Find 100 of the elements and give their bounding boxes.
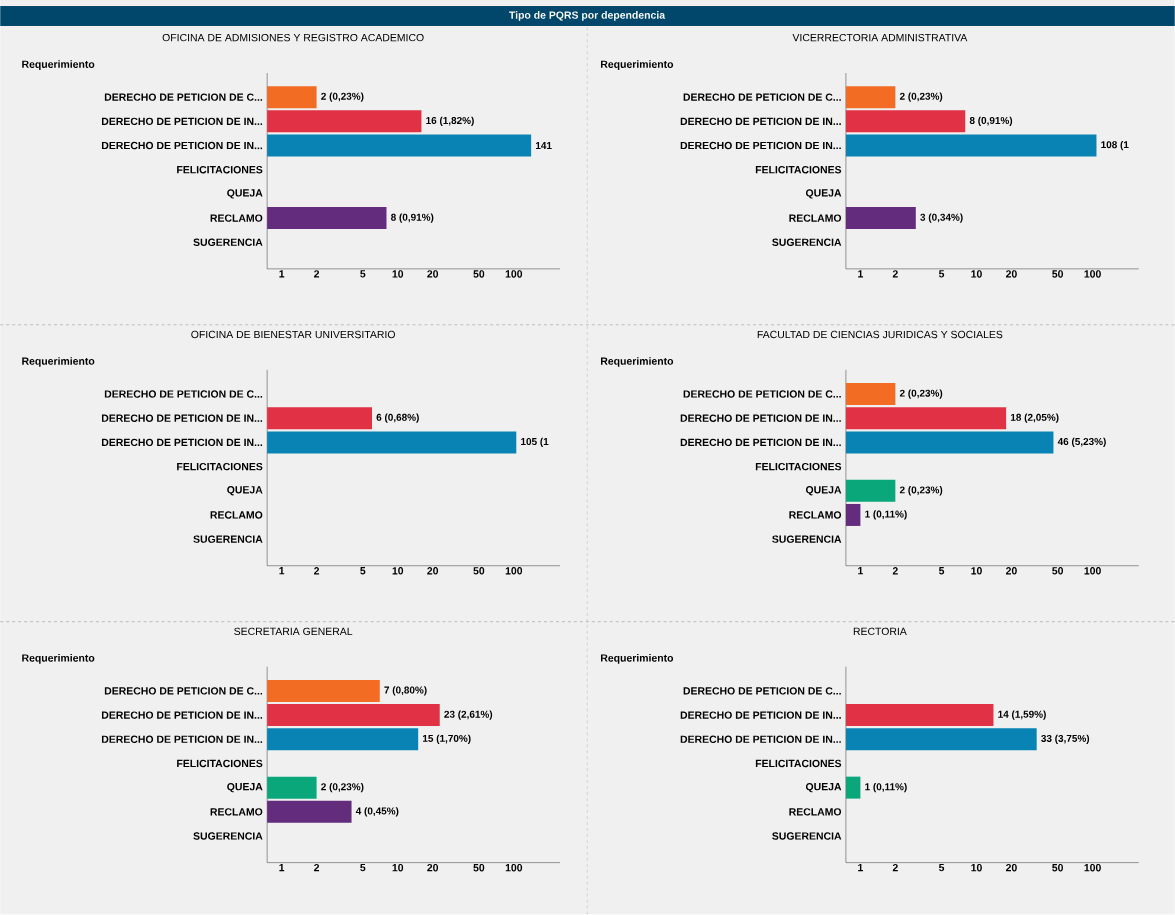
y-tick-label: QUEJA <box>227 783 263 793</box>
y-axis-title: Requerimiento <box>22 60 95 71</box>
data-label: 6 (0,68%) <box>376 413 419 423</box>
x-tick-label: 5 <box>360 270 366 278</box>
y-tick-label: DERECHO DE PETICION DE IN... <box>101 414 263 422</box>
x-tick-label: 20 <box>427 270 439 278</box>
data-label: 14 (1,59%) <box>998 710 1046 720</box>
y-tick-label: FELICITACIONES <box>755 759 842 768</box>
x-tick-label: 5 <box>938 270 945 278</box>
x-tick-label: 10 <box>971 567 982 575</box>
x-tick-label: 1 <box>858 864 864 872</box>
data-label: 8 (0,91%) <box>391 213 434 223</box>
x-tick-label: 50 <box>473 567 485 575</box>
x-tick-label: 5 <box>360 567 366 575</box>
data-label: 108 (1 <box>1101 140 1129 151</box>
x-tick-label: 2 <box>892 270 898 278</box>
y-tick-label: SUGERENCIA <box>772 238 842 247</box>
y-tick-label: DERECHO DE PETICION DE IN... <box>680 438 841 447</box>
data-label: 1 (0,11%) <box>865 510 907 520</box>
x-tick-label: 10 <box>392 864 404 872</box>
x-tick-label: 50 <box>473 864 485 872</box>
x-tick-label: 1 <box>858 270 864 278</box>
x-tick-label: 10 <box>971 864 982 872</box>
y-tick-label: DERECHO DE PETICION DE C... <box>683 390 841 398</box>
data-label: 105 (1 <box>521 437 549 448</box>
x-tick-label: 20 <box>1005 567 1017 575</box>
data-label: 18 (2,05%) <box>1010 413 1059 423</box>
chart-title: FACULTAD DE CIENCIAS JURIDICAS Y SOCIALES <box>757 330 1003 339</box>
y-tick-label: DERECHO DE PETICION DE IN... <box>680 414 841 422</box>
data-label: 33 (3,75%) <box>1041 734 1090 744</box>
chart-title: SECRETARIA GENERAL <box>234 627 353 636</box>
y-tick-label: QUEJA <box>227 486 263 496</box>
chart-title: RECTORIA <box>853 627 907 636</box>
y-tick-label: SUGERENCIA <box>772 535 842 543</box>
y-tick-label: SUGERENCIA <box>193 238 263 247</box>
data-label: 1 (0,11%) <box>865 783 907 793</box>
y-tick-label: SUGERENCIA <box>772 832 842 840</box>
data-label: 2 (0,23%) <box>899 486 943 496</box>
x-tick-label: 2 <box>314 567 320 575</box>
chart-title: VICERRECTORIA ADMINISTRATIVA <box>792 33 968 42</box>
x-tick-label: 1 <box>858 567 864 575</box>
data-label: 2 (0,23%) <box>899 92 943 102</box>
data-label: 3 (0,34%) <box>920 213 963 223</box>
x-tick-label: 50 <box>1052 270 1064 278</box>
x-tick-label: 100 <box>505 567 523 575</box>
x-tick-label: 50 <box>1052 864 1064 872</box>
y-axis-title: Requerimiento <box>22 357 95 367</box>
y-tick-label: DERECHO DE PETICION DE C... <box>683 93 841 101</box>
x-tick-label: 5 <box>360 864 366 872</box>
y-tick-label: QUEJA <box>805 486 842 496</box>
data-label: 4 (0,45%) <box>355 807 399 817</box>
y-tick-label: DERECHO DE PETICION DE IN... <box>101 711 263 719</box>
x-tick-label: 100 <box>505 270 523 278</box>
y-tick-label: SUGERENCIA <box>193 832 263 840</box>
y-tick-label: RECLAMO <box>210 808 263 816</box>
x-tick-label: 10 <box>971 270 982 278</box>
y-tick-label: DERECHO DE PETICION DE IN... <box>680 735 841 744</box>
y-tick-label: DERECHO DE PETICION DE IN... <box>101 141 263 150</box>
data-label: 2 (0,23%) <box>321 92 364 102</box>
y-axis-title: Requerimiento <box>22 654 95 664</box>
y-tick-label: QUEJA <box>805 783 842 793</box>
y-tick-label: FELICITACIONES <box>177 166 263 174</box>
x-tick-label: 20 <box>427 864 439 872</box>
data-label: 46 (5,23%) <box>1057 437 1106 448</box>
y-tick-label: RECLAMO <box>210 214 263 222</box>
data-label: 23 (2,61%) <box>444 710 493 720</box>
chart-title: OFICINA DE ADMISIONES Y REGISTRO ACADEMICO <box>162 33 424 42</box>
y-axis-title: Requerimiento <box>601 654 674 664</box>
y-tick-label: DERECHO DE PETICION DE IN... <box>101 438 263 447</box>
y-tick-label: DERECHO DE PETICION DE C... <box>683 687 841 695</box>
y-tick-label: FELICITACIONES <box>755 462 842 471</box>
y-tick-label: DERECHO DE PETICION DE IN... <box>680 117 841 126</box>
y-tick-label: DERECHO DE PETICION DE C... <box>104 687 263 695</box>
x-tick-label: 20 <box>1005 864 1017 872</box>
x-tick-label: 100 <box>1084 567 1101 575</box>
x-tick-label: 50 <box>473 270 485 278</box>
y-tick-label: FELICITACIONES <box>177 462 263 471</box>
x-tick-label: 100 <box>1084 864 1101 872</box>
data-label: 8 (0,91%) <box>969 116 1013 127</box>
y-tick-label: FELICITACIONES <box>755 166 842 174</box>
x-tick-label: 5 <box>938 864 945 872</box>
text: Tipo de PQRS por dependencia <box>509 11 666 21</box>
x-tick-label: 1 <box>279 567 285 575</box>
chart-title: OFICINA DE BIENESTAR UNIVERSITARIO <box>191 330 395 339</box>
data-label: 15 (1,70%) <box>423 734 471 744</box>
y-tick-label: QUEJA <box>227 189 263 199</box>
x-tick-label: 50 <box>1052 567 1064 575</box>
data-label: 2 (0,23%) <box>899 389 943 399</box>
x-tick-label: 20 <box>427 567 439 575</box>
data-label: 141 <box>535 142 552 150</box>
y-tick-label: SUGERENCIA <box>193 535 263 543</box>
y-tick-label: DERECHO DE PETICION DE IN... <box>680 141 841 150</box>
y-tick-label: DERECHO DE PETICION DE IN... <box>680 711 841 719</box>
x-tick-label: 2 <box>892 864 898 872</box>
y-tick-label: QUEJA <box>805 189 842 199</box>
y-tick-label: RECLAMO <box>210 511 263 519</box>
x-tick-label: 1 <box>279 864 285 872</box>
y-tick-label: FELICITACIONES <box>177 759 263 768</box>
x-tick-label: 100 <box>1084 270 1101 278</box>
y-axis-title: Requerimiento <box>601 60 674 71</box>
